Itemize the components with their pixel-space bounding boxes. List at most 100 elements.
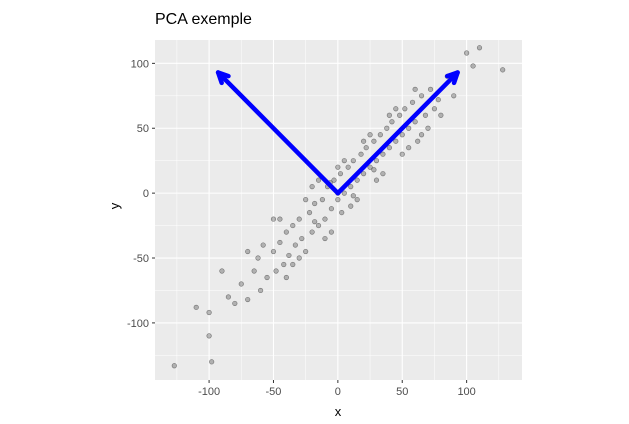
data-point	[245, 248, 251, 255]
data-point	[358, 151, 364, 157]
data-point	[277, 216, 283, 222]
data-point	[361, 138, 367, 144]
data-point	[361, 171, 367, 177]
chart-title: PCA exemple	[155, 11, 252, 28]
y-tick-label: -100	[127, 318, 149, 330]
x-tick-label: -100	[198, 386, 220, 398]
data-point	[399, 132, 405, 138]
data-point	[245, 296, 251, 303]
data-point	[296, 216, 302, 222]
data-point	[341, 190, 347, 196]
data-point	[412, 119, 418, 125]
x-tick-label: 100	[457, 386, 475, 398]
data-point	[389, 119, 395, 125]
data-point	[328, 229, 335, 235]
data-point	[354, 177, 360, 183]
data-point	[331, 177, 337, 183]
data-point	[348, 184, 354, 190]
data-point	[373, 158, 380, 164]
data-point	[397, 112, 403, 118]
data-point	[290, 261, 296, 268]
x-tick-label: 0	[335, 386, 341, 398]
data-point	[384, 125, 390, 131]
data-point	[406, 125, 412, 131]
data-point	[277, 239, 283, 246]
data-point	[371, 138, 377, 144]
pca-arrow-head	[215, 70, 231, 86]
data-point	[315, 222, 322, 229]
data-point	[322, 216, 328, 222]
data-point	[345, 164, 351, 170]
data-point	[425, 125, 431, 131]
data-point	[354, 197, 360, 203]
data-point	[418, 93, 425, 99]
data-point	[335, 164, 341, 170]
data-point	[418, 132, 425, 138]
x-tick-label: -50	[266, 386, 282, 398]
data-point	[303, 197, 309, 203]
data-point	[257, 287, 264, 294]
data-point	[219, 268, 225, 274]
data-point	[470, 63, 476, 69]
data-point	[415, 138, 421, 144]
data-point	[260, 242, 266, 248]
pca-arrows	[215, 70, 460, 196]
data-point	[251, 268, 257, 274]
data-point	[264, 274, 270, 281]
data-point	[312, 200, 318, 207]
data-point	[255, 255, 261, 261]
y-tick-label: 50	[137, 123, 149, 135]
y-tick-label: 0	[143, 188, 149, 200]
data-point	[393, 106, 399, 112]
data-point	[339, 209, 345, 216]
data-point	[476, 45, 483, 51]
data-point	[299, 235, 305, 242]
pca-arrow-head	[444, 70, 460, 86]
x-axis-label: x	[335, 404, 342, 419]
data-point	[386, 145, 392, 151]
data-point	[290, 222, 296, 229]
data-point	[225, 294, 231, 300]
y-tick-label: -50	[133, 253, 149, 265]
data-point	[402, 106, 408, 112]
data-point	[270, 248, 277, 255]
data-point	[464, 50, 470, 56]
axis-ticks: -100 -50 0 50 100 -100 -50 0 50 100	[127, 58, 476, 398]
data-point	[367, 164, 373, 170]
data-point	[270, 216, 277, 222]
data-point	[292, 242, 298, 248]
data-point	[303, 248, 309, 255]
data-point	[367, 132, 373, 138]
data-point	[283, 229, 289, 235]
data-point	[438, 112, 444, 118]
data-point	[309, 184, 315, 190]
data-point	[296, 255, 302, 261]
data-point	[350, 193, 356, 199]
data-point	[193, 304, 199, 310]
data-point	[435, 97, 441, 103]
data-point	[232, 300, 238, 307]
data-point	[386, 112, 392, 118]
data-point	[171, 363, 177, 369]
pca-arrow-shaft	[335, 70, 460, 196]
y-tick-label: 100	[131, 58, 149, 70]
data-point	[380, 171, 386, 177]
data-point	[273, 268, 279, 274]
data-point	[319, 197, 326, 203]
data-point	[286, 252, 292, 259]
data-point	[422, 112, 429, 118]
data-point	[377, 132, 383, 138]
data-point	[393, 138, 399, 144]
data-point	[363, 145, 369, 151]
data-point	[306, 209, 313, 216]
data-point	[322, 235, 328, 242]
data-point	[451, 93, 457, 99]
data-point	[206, 333, 212, 339]
data-point	[348, 203, 354, 209]
data-point	[315, 177, 322, 183]
data-point	[309, 229, 315, 235]
data-point	[335, 197, 341, 203]
pca-arrow-shaft	[215, 70, 341, 196]
data-point	[350, 158, 356, 164]
